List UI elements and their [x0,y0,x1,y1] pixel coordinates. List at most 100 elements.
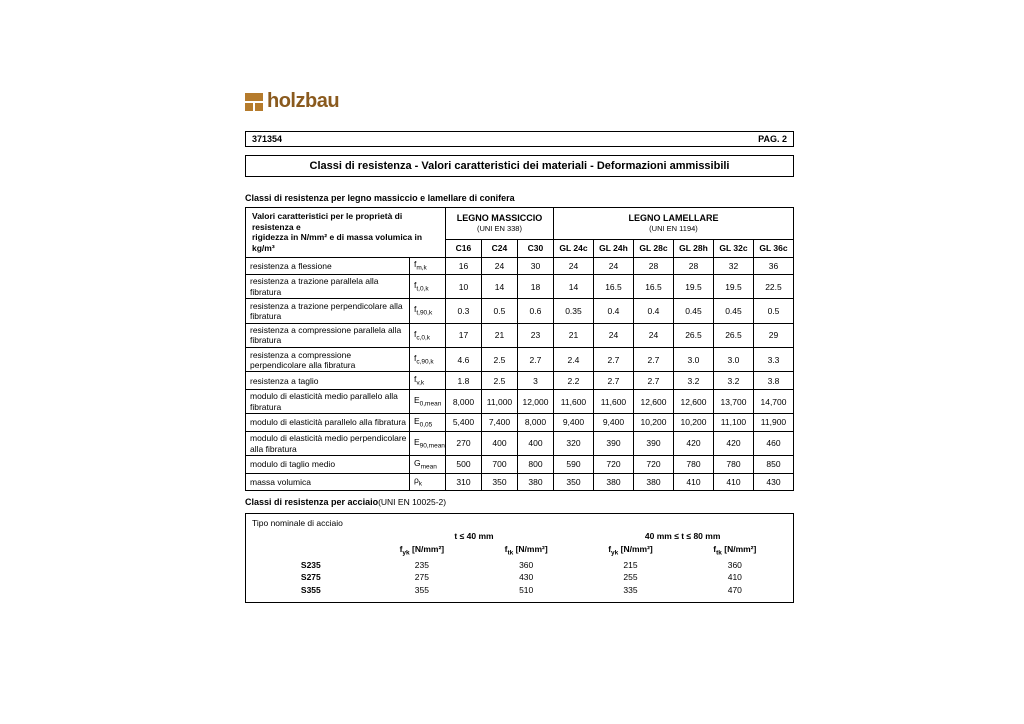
table-cell: 0.5 [753,299,793,323]
table-cell: 10,200 [633,414,673,431]
steel-grade: S355 [252,584,370,597]
table-cell: 16.5 [593,274,633,298]
row-symbol: fm,k [409,257,445,274]
table-cell: 460 [753,431,793,455]
table-cell: 2.4 [553,348,593,372]
table-cell: 9,400 [593,414,633,431]
table-cell: 0.4 [633,299,673,323]
table-cell: 22.5 [753,274,793,298]
table-cell: 410 [683,571,787,584]
wood-group-massiccio: LEGNO MASSICCIO (UNI EN 338) [445,208,553,240]
table-row: resistenza a compressione parallela alla… [246,323,794,347]
table-cell: 2.7 [593,372,633,389]
table-cell: 23 [517,323,553,347]
table-cell: 0.45 [673,299,713,323]
table-cell: 24 [593,257,633,274]
wood-table: Valori caratteristici per le proprietà d… [245,207,794,491]
table-cell: 14 [481,274,517,298]
wood-section-heading: Classi di resistenza per legno massiccio… [245,193,794,203]
page-number: PAG. 2 [758,134,787,144]
table-row: resistenza a flessionefm,k16243024242828… [246,257,794,274]
table-cell: 24 [593,323,633,347]
table-cell: 5,400 [445,414,481,431]
table-cell: 350 [481,473,517,490]
table-cell: 2.7 [593,348,633,372]
row-label: modulo di taglio medio [246,456,410,473]
row-label: resistenza a compressione parallela alla… [246,323,410,347]
table-cell: 19.5 [713,274,753,298]
table-cell: 470 [683,584,787,597]
wood-table-head: Valori caratteristici per le proprietà d… [246,208,794,258]
table-cell: 255 [578,571,682,584]
table-cell: 11,100 [713,414,753,431]
table-cell: 11,600 [553,389,593,413]
table-cell: 780 [713,456,753,473]
table-row: modulo di taglio medioGmean5007008005907… [246,456,794,473]
table-cell: 11,900 [753,414,793,431]
steel-block-title: Tipo nominale di acciaio [252,518,787,528]
steel-section-heading: Classi di resistenza per acciaio(UNI EN … [245,497,794,507]
table-cell: 360 [474,559,578,572]
table-cell: 720 [593,456,633,473]
table-cell: 24 [553,257,593,274]
table-cell: 12,000 [517,389,553,413]
steel-col-fu2: ftk [N/mm²] [683,543,787,559]
steel-table: t ≤ 40 mm 40 mm ≤ t ≤ 80 mm fyk [N/mm²] … [252,530,787,596]
table-cell: 30 [517,257,553,274]
table-cell: 12,600 [633,389,673,413]
page: holzbau 371354 PAG. 2 Classi di resisten… [0,0,1024,724]
table-cell: 0.6 [517,299,553,323]
wood-table-body: resistenza a flessionefm,k16243024242828… [246,257,794,491]
table-cell: 3.0 [713,348,753,372]
table-cell: 0.4 [593,299,633,323]
row-label: resistenza a trazione perpendicolare all… [246,299,410,323]
row-label: resistenza a flessione [246,257,410,274]
table-cell: 2.7 [633,372,673,389]
table-cell: 3.2 [713,372,753,389]
row-label: modulo di elasticità medio parallelo all… [246,389,410,413]
steel-grade: S235 [252,559,370,572]
table-cell: 32 [713,257,753,274]
table-cell: 410 [713,473,753,490]
table-cell: 500 [445,456,481,473]
table-cell: 320 [553,431,593,455]
table-cell: 235 [370,559,474,572]
table-row: S275275430255410 [252,571,787,584]
table-row: modulo di elasticità medio perpendicolar… [246,431,794,455]
table-cell: 335 [578,584,682,597]
table-cell: 3.2 [673,372,713,389]
table-cell: 26.5 [673,323,713,347]
table-cell: 0.45 [713,299,753,323]
table-cell: 12,600 [673,389,713,413]
row-symbol: ft,90,k [409,299,445,323]
table-row: massa volumicaρk310350380350380380410410… [246,473,794,490]
steel-col-fy1: fyk [N/mm²] [370,543,474,559]
table-cell: 28 [633,257,673,274]
row-label: modulo di elasticità parallelo alla fibr… [246,414,410,431]
brand-mark-icon [245,93,263,111]
table-cell: 3.8 [753,372,793,389]
row-symbol: fc,0,k [409,323,445,347]
table-row: resistenza a trazione perpendicolare all… [246,299,794,323]
table-cell: 26.5 [713,323,753,347]
table-row: S355355510335470 [252,584,787,597]
table-cell: 9,400 [553,414,593,431]
table-cell: 355 [370,584,474,597]
table-cell: 430 [474,571,578,584]
table-cell: 850 [753,456,793,473]
table-cell: 21 [481,323,517,347]
row-symbol: ρk [409,473,445,490]
table-cell: 24 [633,323,673,347]
wood-table-desc: Valori caratteristici per le proprietà d… [246,208,446,258]
table-cell: 275 [370,571,474,584]
table-cell: 21 [553,323,593,347]
table-cell: 380 [517,473,553,490]
steel-table-body: S235235360215360S275275430255410S3553555… [252,559,787,597]
table-cell: 2.2 [553,372,593,389]
table-row: S235235360215360 [252,559,787,572]
doc-id: 371354 [252,134,282,144]
table-cell: 36 [753,257,793,274]
row-symbol: E0,mean [409,389,445,413]
table-cell: 390 [633,431,673,455]
table-cell: 7,400 [481,414,517,431]
